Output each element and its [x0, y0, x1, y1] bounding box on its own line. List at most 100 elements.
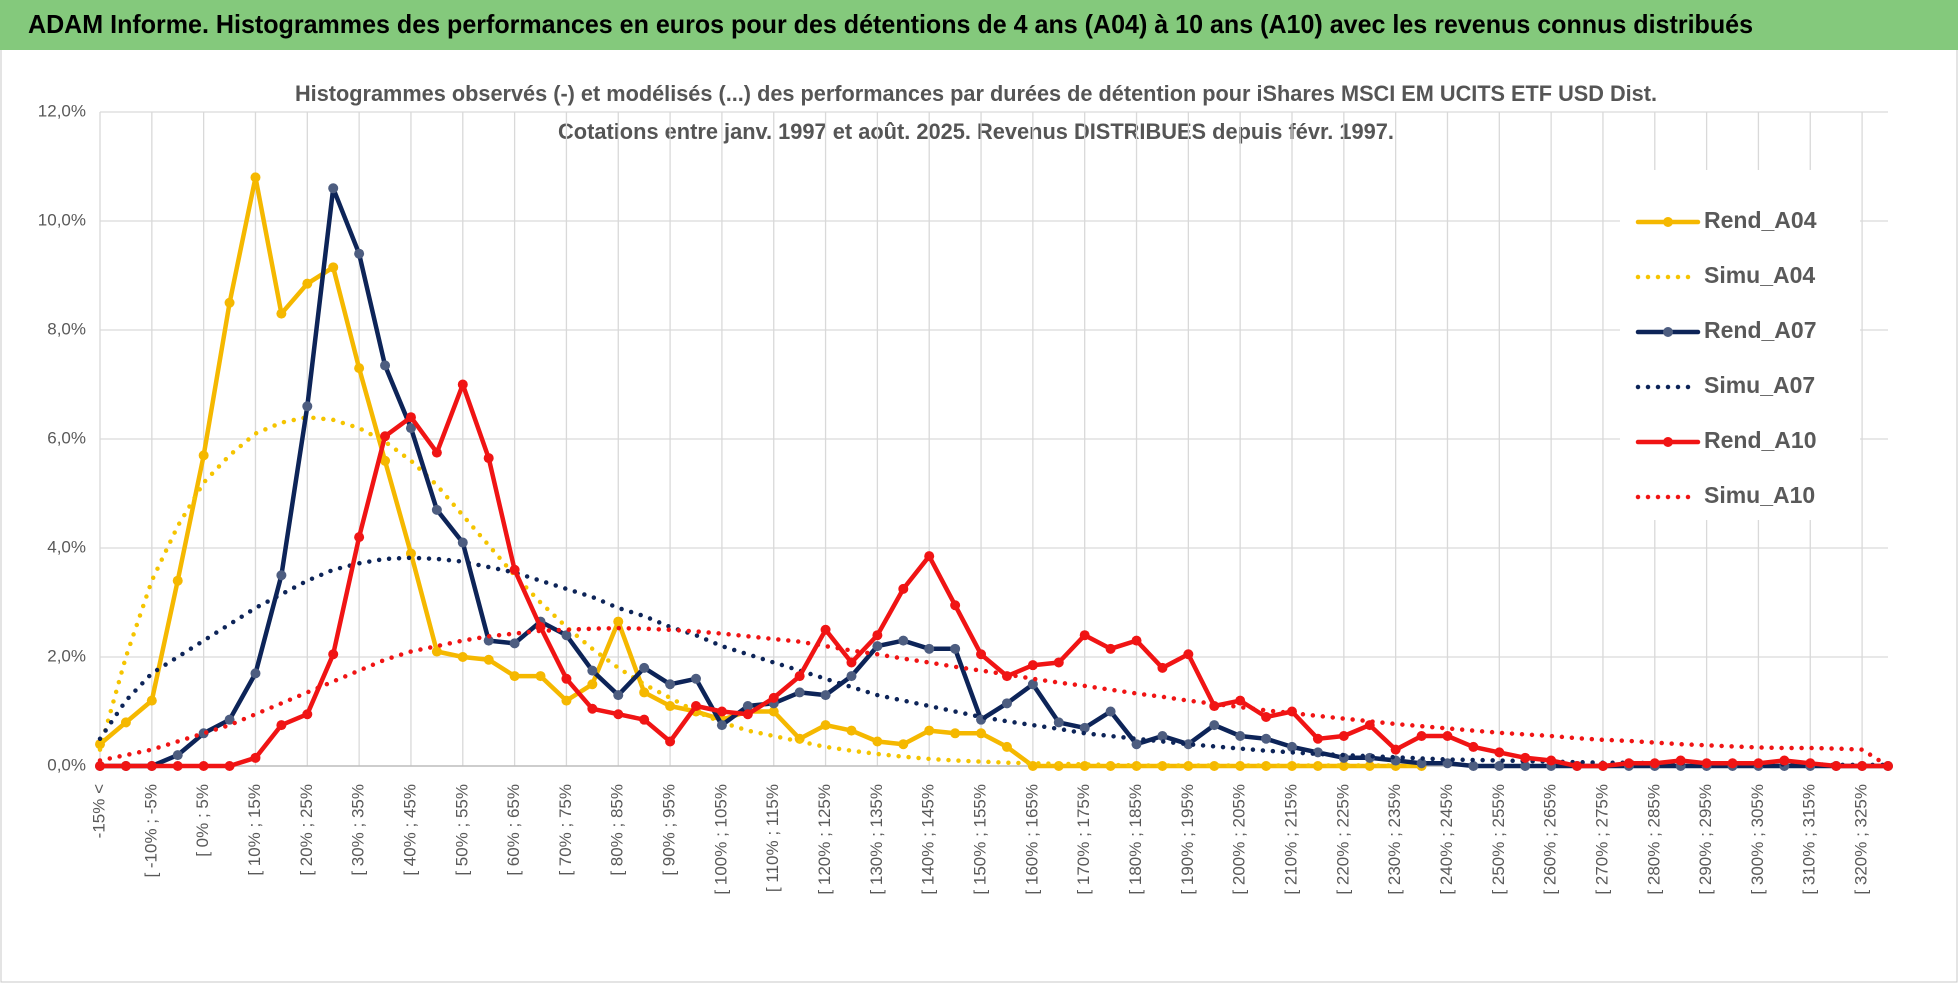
marker — [561, 673, 572, 684]
marker — [509, 564, 520, 575]
plot-area — [95, 172, 1893, 771]
chart-subtitle: Cotations entre janv. 1997 et août. 2025… — [558, 119, 1394, 144]
marker — [250, 752, 261, 763]
marker — [742, 709, 753, 720]
x-tick-label: [ 60% ; 65% — [504, 784, 523, 876]
marker — [898, 635, 909, 646]
marker — [276, 308, 287, 319]
marker — [1157, 662, 1168, 673]
marker — [354, 532, 365, 543]
marker — [431, 447, 442, 458]
marker — [1494, 747, 1505, 758]
legend-label: Simu_A04 — [1704, 262, 1815, 288]
marker — [276, 570, 287, 581]
x-tick-label: [ 160% ; 165% — [1022, 784, 1041, 895]
marker — [1235, 695, 1246, 706]
marker — [1831, 761, 1842, 771]
x-tick-label: [ 50% ; 55% — [452, 784, 471, 876]
marker — [665, 701, 676, 712]
chart-title: Histogrammes observés (-) et modélisés (… — [295, 81, 1657, 106]
marker — [172, 575, 183, 586]
x-tick-label: [ 40% ; 45% — [400, 784, 419, 876]
marker — [742, 701, 753, 712]
marker — [1209, 720, 1220, 731]
marker — [1649, 758, 1660, 769]
marker — [639, 714, 650, 725]
marker — [1287, 741, 1297, 752]
marker — [561, 630, 572, 641]
marker — [172, 761, 183, 771]
marker — [405, 423, 416, 434]
legend-label: Simu_A07 — [1704, 372, 1815, 398]
marker — [1338, 761, 1349, 771]
marker — [1416, 758, 1427, 769]
marker — [146, 761, 157, 771]
marker — [1572, 761, 1583, 771]
marker — [146, 695, 157, 706]
marker — [354, 363, 365, 374]
marker — [691, 701, 701, 712]
legend-label: Rend_A10 — [1704, 427, 1816, 453]
y-tick-label: 0,0% — [47, 755, 86, 774]
marker — [1235, 731, 1246, 742]
y-tick-label: 12,0% — [38, 101, 86, 120]
marker — [1701, 758, 1712, 769]
marker — [95, 761, 105, 771]
marker — [380, 360, 391, 371]
marker — [1027, 660, 1038, 671]
marker — [302, 401, 313, 412]
marker — [768, 692, 779, 703]
x-tick-label: [ 170% ; 175% — [1074, 784, 1093, 895]
marker — [898, 583, 909, 594]
marker — [1001, 741, 1012, 752]
marker — [950, 728, 961, 739]
marker — [872, 736, 883, 747]
marker — [120, 717, 131, 728]
marker — [587, 679, 598, 690]
marker — [483, 654, 494, 665]
marker — [1079, 630, 1090, 641]
x-tick-label: [ 90% ; 95% — [660, 784, 679, 876]
x-tick-label: [ 200% ; 205% — [1230, 784, 1249, 895]
marker — [328, 649, 339, 660]
x-tick-label: [ 80% ; 85% — [608, 784, 627, 876]
marker — [250, 172, 261, 183]
marker — [1390, 744, 1401, 755]
marker — [794, 671, 805, 682]
marker — [405, 412, 416, 423]
marker — [1261, 711, 1272, 722]
marker — [1131, 739, 1142, 750]
y-tick-label: 4,0% — [47, 537, 86, 556]
marker — [1157, 731, 1168, 742]
marker — [872, 641, 883, 652]
x-tick-label: [ 270% ; 275% — [1592, 784, 1611, 895]
marker — [1468, 761, 1479, 771]
line — [97, 382, 1891, 769]
marker — [613, 690, 624, 701]
x-tick-label: [ 290% ; 295% — [1696, 784, 1715, 895]
marker — [1105, 706, 1116, 717]
marker — [380, 455, 391, 466]
marker — [639, 687, 650, 698]
marker — [924, 643, 935, 654]
marker — [1623, 758, 1634, 769]
marker — [1027, 679, 1038, 690]
marker — [665, 736, 676, 747]
marker — [794, 733, 805, 744]
x-tick-label: [ -10% ; -5% — [141, 784, 160, 878]
x-tick-label: [ 180% ; 185% — [1126, 784, 1145, 895]
x-tick-label: [ 120% ; 125% — [815, 784, 834, 895]
marker — [1157, 761, 1168, 771]
marker — [1857, 761, 1868, 771]
marker — [1779, 755, 1790, 766]
x-tick-label: [ 250% ; 255% — [1489, 784, 1508, 895]
marker — [1675, 755, 1686, 766]
marker — [846, 657, 857, 668]
marker — [224, 297, 235, 308]
marker — [846, 725, 857, 736]
marker — [483, 453, 494, 464]
marker — [535, 671, 546, 682]
x-tick-label: [ 280% ; 285% — [1644, 784, 1663, 895]
marker — [1105, 643, 1116, 654]
marker — [976, 649, 987, 660]
